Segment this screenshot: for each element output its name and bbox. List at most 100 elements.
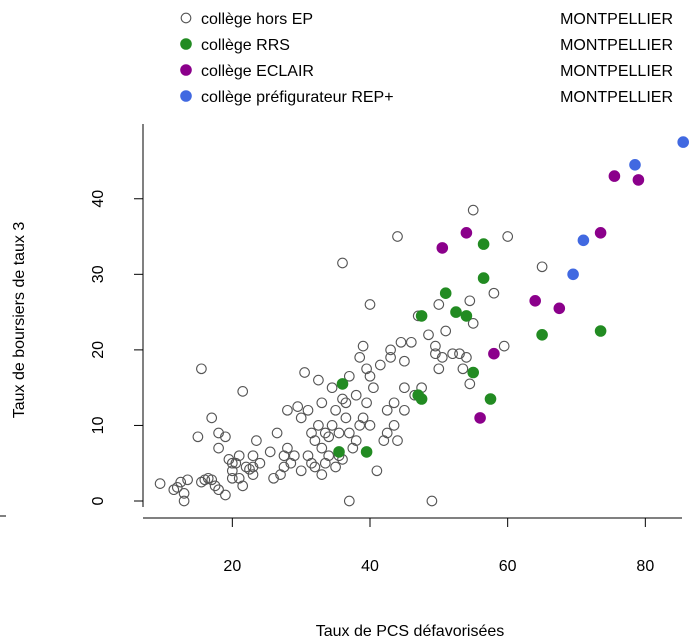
data-point: [440, 325, 452, 337]
data-point: [302, 404, 314, 416]
x-tick-label: 80: [636, 558, 654, 575]
data-point: [433, 363, 445, 375]
legend-region: MONTPELLIER: [560, 11, 673, 28]
data-point: [271, 427, 283, 439]
data-point: [439, 287, 452, 300]
data-point: [309, 435, 321, 446]
x-tick-label: 20: [223, 558, 241, 575]
data-point: [433, 299, 445, 310]
data-point: [326, 420, 338, 431]
data-point: [553, 302, 566, 315]
data-point: [395, 336, 407, 348]
data-point: [247, 469, 259, 480]
legend-marker: [180, 38, 192, 50]
data-point: [484, 393, 497, 405]
data-point: [182, 474, 193, 486]
data-points: [154, 136, 690, 507]
data-point: [343, 495, 355, 507]
legend-label: collège RRS: [201, 37, 290, 54]
y-tick-label: 0: [90, 496, 107, 505]
legend-marker: [180, 12, 192, 24]
legend: collège hors EP MONTPELLIER collège RRS MON…: [180, 11, 673, 106]
data-point: [309, 461, 321, 473]
data-point: [567, 268, 579, 281]
data-point: [206, 474, 218, 486]
data-point: [264, 446, 276, 458]
legend-label: collège préfigurateur REP+: [201, 89, 394, 106]
data-point: [233, 450, 245, 462]
data-point: [343, 427, 355, 439]
series-0: [154, 204, 548, 507]
data-point: [295, 412, 307, 424]
data-point: [388, 397, 400, 409]
legend-region: MONTPELLIER: [560, 37, 673, 54]
data-point: [381, 404, 393, 416]
data-point: [464, 378, 476, 390]
data-point: [594, 325, 607, 337]
data-point: [220, 489, 231, 501]
data-point: [340, 397, 352, 409]
data-point: [467, 318, 479, 329]
data-point: [326, 382, 338, 394]
legend-marker: [180, 64, 192, 76]
legend-label: collège hors EP: [201, 11, 313, 28]
data-point: [392, 231, 403, 242]
series-1: [333, 238, 607, 458]
data-point: [288, 450, 300, 462]
data-point: [381, 427, 393, 439]
data-point: [306, 457, 317, 469]
data-point: [477, 238, 490, 250]
data-point: [399, 404, 410, 416]
x-tick-label: 60: [499, 558, 517, 575]
y-axis: 0 10 20 30 40: [90, 124, 144, 507]
data-point: [354, 420, 366, 431]
data-point: [330, 461, 341, 473]
data-point: [536, 261, 548, 273]
data-point: [302, 450, 314, 462]
data-point: [278, 450, 290, 462]
data-point: [330, 404, 341, 416]
data-point: [247, 450, 259, 462]
data-point: [364, 370, 376, 382]
data-point: [178, 495, 190, 507]
data-point: [399, 382, 410, 394]
legend-region: MONTPELLIER: [560, 63, 673, 80]
data-point: [364, 420, 376, 431]
data-point: [306, 427, 317, 439]
data-point: [430, 348, 441, 360]
data-point: [268, 472, 279, 484]
y-tick-label: 10: [90, 416, 107, 434]
legend-marker: [180, 90, 192, 102]
data-point: [295, 465, 307, 477]
data-point: [354, 352, 366, 363]
y-tick-label: 20: [90, 341, 107, 359]
data-point: [460, 227, 473, 239]
data-point: [316, 469, 328, 480]
data-point: [488, 287, 500, 299]
data-point: [361, 363, 372, 375]
data-point: [226, 457, 238, 469]
data-point: [457, 363, 469, 375]
data-point: [336, 378, 349, 390]
data-point: [299, 367, 310, 378]
data-point: [319, 427, 331, 439]
y-axis-title: Taux de boursiers de taux 3: [11, 222, 28, 419]
data-point: [474, 412, 486, 424]
data-point: [529, 295, 542, 307]
series-3: [567, 136, 690, 281]
data-point: [360, 446, 373, 458]
data-point: [498, 340, 510, 352]
y-tick-label: 30: [90, 265, 107, 283]
data-point: [454, 348, 465, 360]
data-point: [464, 295, 476, 307]
data-point: [237, 480, 249, 492]
data-point: [337, 393, 348, 405]
data-point: [316, 397, 328, 409]
data-point: [488, 347, 500, 360]
data-point: [206, 412, 218, 424]
data-point: [368, 382, 379, 394]
data-point: [333, 427, 345, 439]
data-point: [282, 442, 293, 454]
data-point: [450, 306, 462, 318]
data-point: [594, 227, 607, 239]
